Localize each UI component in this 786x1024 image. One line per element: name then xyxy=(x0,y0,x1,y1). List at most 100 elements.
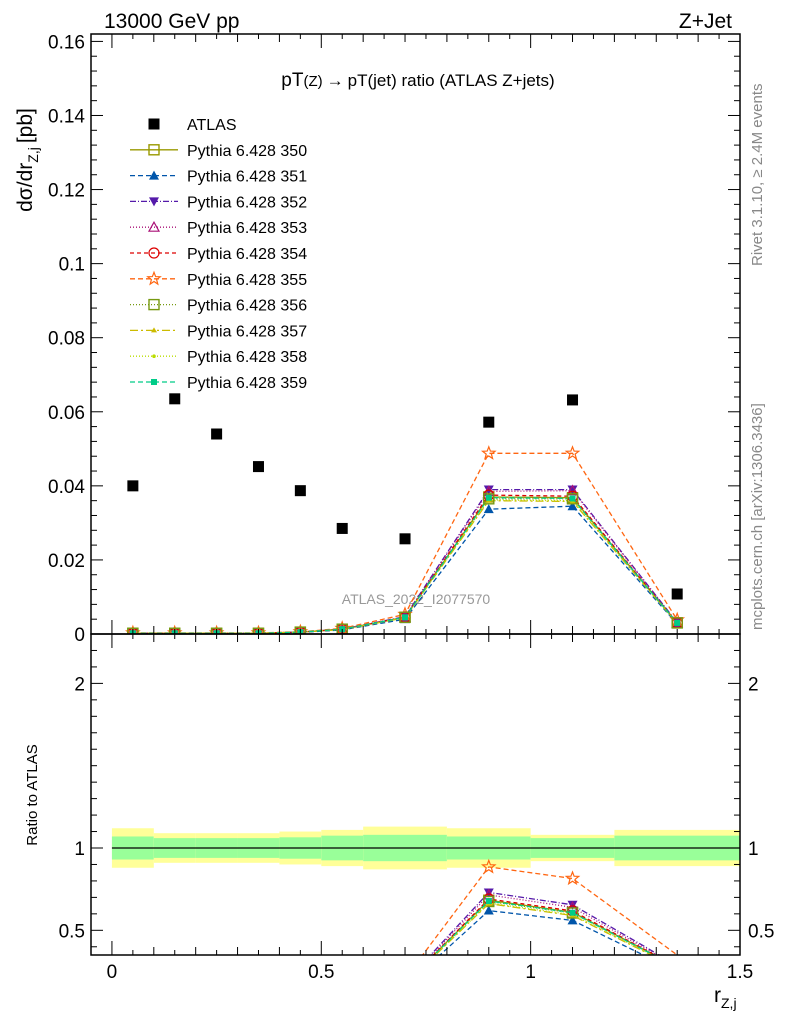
series-356-point xyxy=(671,617,683,629)
legend-label-358: Pythia 6.428 358 xyxy=(187,349,307,366)
series-356-point xyxy=(483,493,495,505)
ratio-351-point xyxy=(567,915,578,925)
y-tick-label: 0.04 xyxy=(48,477,85,498)
ratio-line-355 xyxy=(421,866,678,955)
legend-label-354: Pythia 6.428 354 xyxy=(187,246,307,263)
title-sub: (Z) xyxy=(303,73,322,90)
legend-marker-354 xyxy=(148,247,160,259)
ratio-line-351 xyxy=(439,909,645,955)
ylabel-unit: [pb] xyxy=(14,108,37,143)
atlas-point xyxy=(671,588,683,600)
header-right: Z+Jet xyxy=(679,10,732,33)
legend-label-350: Pythia 6.428 350 xyxy=(187,143,307,160)
series-359-point xyxy=(402,614,409,621)
ratio-352-point xyxy=(483,888,494,898)
title-main: pT xyxy=(281,70,304,91)
atlas-point xyxy=(483,416,495,428)
bottom-frame xyxy=(90,633,741,956)
series-359-point xyxy=(569,495,576,502)
ratio-line-352 xyxy=(429,891,661,955)
atlas-point xyxy=(252,461,264,473)
atlas-point xyxy=(211,428,223,440)
atlas-point xyxy=(399,533,411,545)
x-tick-label: 1.5 xyxy=(727,962,753,983)
ratio-355-point xyxy=(480,858,497,874)
x-tick-label: 0.5 xyxy=(308,962,334,983)
ratio-y-tick-label-right: 1 xyxy=(748,839,759,860)
series-353-point xyxy=(566,484,579,496)
y-tick-label: 0.06 xyxy=(48,403,85,424)
title-arrow: → xyxy=(327,71,344,90)
series-352-point xyxy=(567,485,578,495)
ratio-y-tick-label-right: 2 xyxy=(748,674,759,695)
series-355-point xyxy=(480,445,497,460)
ratio-y-tick-label-right: 0.5 xyxy=(748,921,774,942)
legend-label-353: Pythia 6.428 353 xyxy=(187,220,307,237)
top-ylabel: dσ/drZ,j [pb] xyxy=(14,108,41,212)
series-359-point xyxy=(485,494,492,501)
series-line-358 xyxy=(132,499,678,634)
y-tick-label: 0 xyxy=(74,625,85,646)
atlas-point xyxy=(567,394,579,406)
header-left: 13000 GeV pp xyxy=(104,10,239,33)
x-axis-label: rZ,j xyxy=(714,984,737,1011)
legend-marker-359 xyxy=(151,379,157,385)
series-359-point xyxy=(674,619,681,626)
ratio-356-point xyxy=(483,895,495,908)
ratio-y-tick-label: 2 xyxy=(74,674,85,695)
ratio-y-tick-label: 0.5 xyxy=(59,921,85,942)
y-tick-label: 0.08 xyxy=(48,329,85,350)
legend-marker-353 xyxy=(147,220,161,232)
atlas-point xyxy=(169,393,181,405)
legend-atlas-label: ATLAS xyxy=(187,117,237,134)
legend-marker-355 xyxy=(146,270,162,286)
series-356-point xyxy=(399,611,411,624)
plot-title: pT(Z) → pT(jet) ratio (ATLAS Z+jets) xyxy=(281,70,554,91)
x-tick-label: 0 xyxy=(107,962,118,983)
legend-marker-352 xyxy=(149,197,159,207)
ratio-355-point xyxy=(564,870,581,886)
x-tick-label: 1 xyxy=(525,962,536,983)
ratio-line-358 xyxy=(434,902,654,955)
y-tick-label: 0.12 xyxy=(48,181,85,202)
y-tick-label: 0.14 xyxy=(48,106,85,127)
ylabel-main: dσ/dr xyxy=(14,163,37,212)
series-355-point xyxy=(564,445,581,460)
series-351-point xyxy=(567,501,578,511)
bottom-ylabel: Ratio to ATLAS xyxy=(24,744,41,845)
series-356-point xyxy=(566,493,579,505)
legend-marker-350 xyxy=(148,144,160,156)
legend-label-355: Pythia 6.428 355 xyxy=(187,272,307,289)
series-351-point xyxy=(483,504,494,514)
ratio-line-359 xyxy=(433,900,656,955)
ratio-359-point xyxy=(569,909,576,916)
legend-label-359: Pythia 6.428 359 xyxy=(187,375,307,392)
xlabel-sub: Z,j xyxy=(721,995,737,1011)
ratio-356-point xyxy=(566,907,579,919)
ratio-359-point xyxy=(485,898,492,905)
legend-label-357: Pythia 6.428 357 xyxy=(187,323,307,340)
series-356-point xyxy=(336,623,348,634)
ratio-line-354 xyxy=(432,898,657,955)
ratio-line-350 xyxy=(432,899,656,955)
legend-marker-356 xyxy=(148,298,160,311)
legend-label-351: Pythia 6.428 351 xyxy=(187,169,307,186)
xlabel-main: r xyxy=(714,984,721,1007)
ylabel-sub: Z,j xyxy=(25,147,41,163)
ratio-351-point xyxy=(483,905,494,915)
atlas-point xyxy=(336,522,348,534)
mcplots-label: mcplots.cern.ch [arXiv:1306.3436] xyxy=(749,403,766,630)
series-line-354 xyxy=(132,494,678,634)
y-tick-label: 0.16 xyxy=(48,32,85,53)
ratio-line-357 xyxy=(434,902,653,955)
legend-marker-351 xyxy=(149,170,159,180)
y-tick-label: 0.02 xyxy=(48,551,85,572)
legend-atlas-marker xyxy=(148,118,160,130)
legend-label-356: Pythia 6.428 356 xyxy=(187,298,307,315)
atlas-point xyxy=(294,485,306,497)
legend-marker-357 xyxy=(151,327,157,333)
series-356-point xyxy=(294,626,307,634)
title-rest: pT(jet) ratio (ATLAS Z+jets) xyxy=(348,71,555,90)
legend-label-352: Pythia 6.428 352 xyxy=(187,194,307,211)
